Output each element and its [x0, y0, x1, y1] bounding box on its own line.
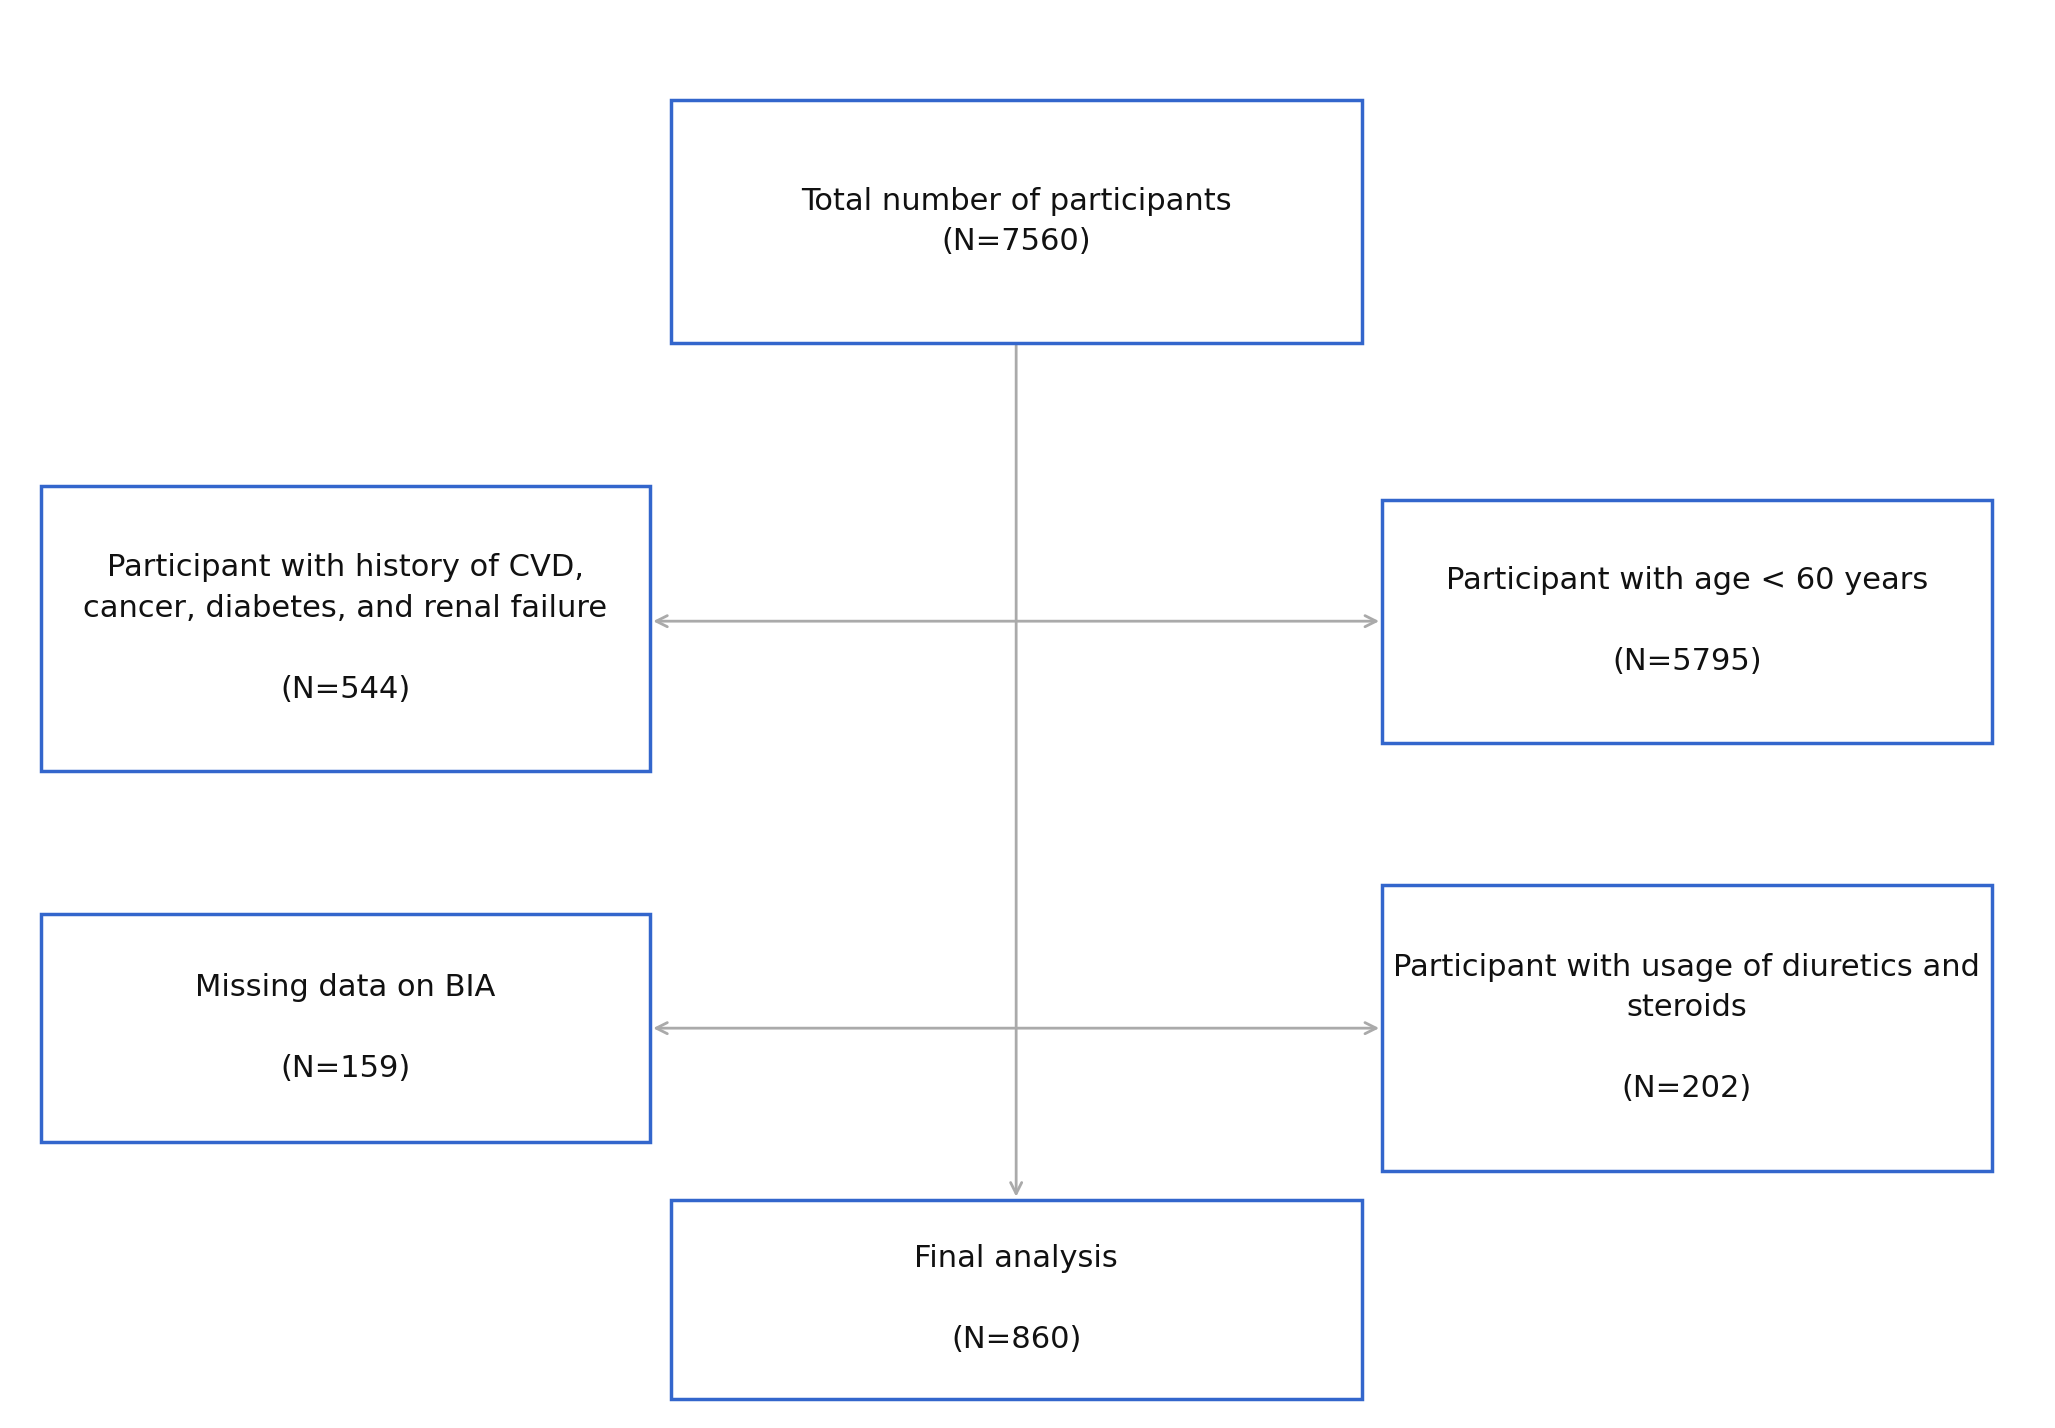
FancyBboxPatch shape	[670, 100, 1362, 343]
Text: Total number of participants
(N=7560): Total number of participants (N=7560)	[801, 187, 1231, 256]
Text: Participant with usage of diuretics and
steroids

(N=202): Participant with usage of diuretics and …	[1393, 952, 1981, 1104]
FancyBboxPatch shape	[1381, 885, 1991, 1171]
FancyBboxPatch shape	[1381, 500, 1991, 743]
Text: Participant with age < 60 years

(N=5795): Participant with age < 60 years (N=5795)	[1445, 565, 1928, 677]
Text: Final analysis

(N=860): Final analysis (N=860)	[914, 1244, 1118, 1355]
FancyBboxPatch shape	[670, 1200, 1362, 1399]
FancyBboxPatch shape	[41, 914, 649, 1142]
Text: Participant with history of CVD,
cancer, diabetes, and renal failure

(N=544): Participant with history of CVD, cancer,…	[84, 553, 608, 704]
FancyBboxPatch shape	[41, 486, 649, 771]
Text: Missing data on BIA

(N=159): Missing data on BIA (N=159)	[195, 972, 495, 1084]
